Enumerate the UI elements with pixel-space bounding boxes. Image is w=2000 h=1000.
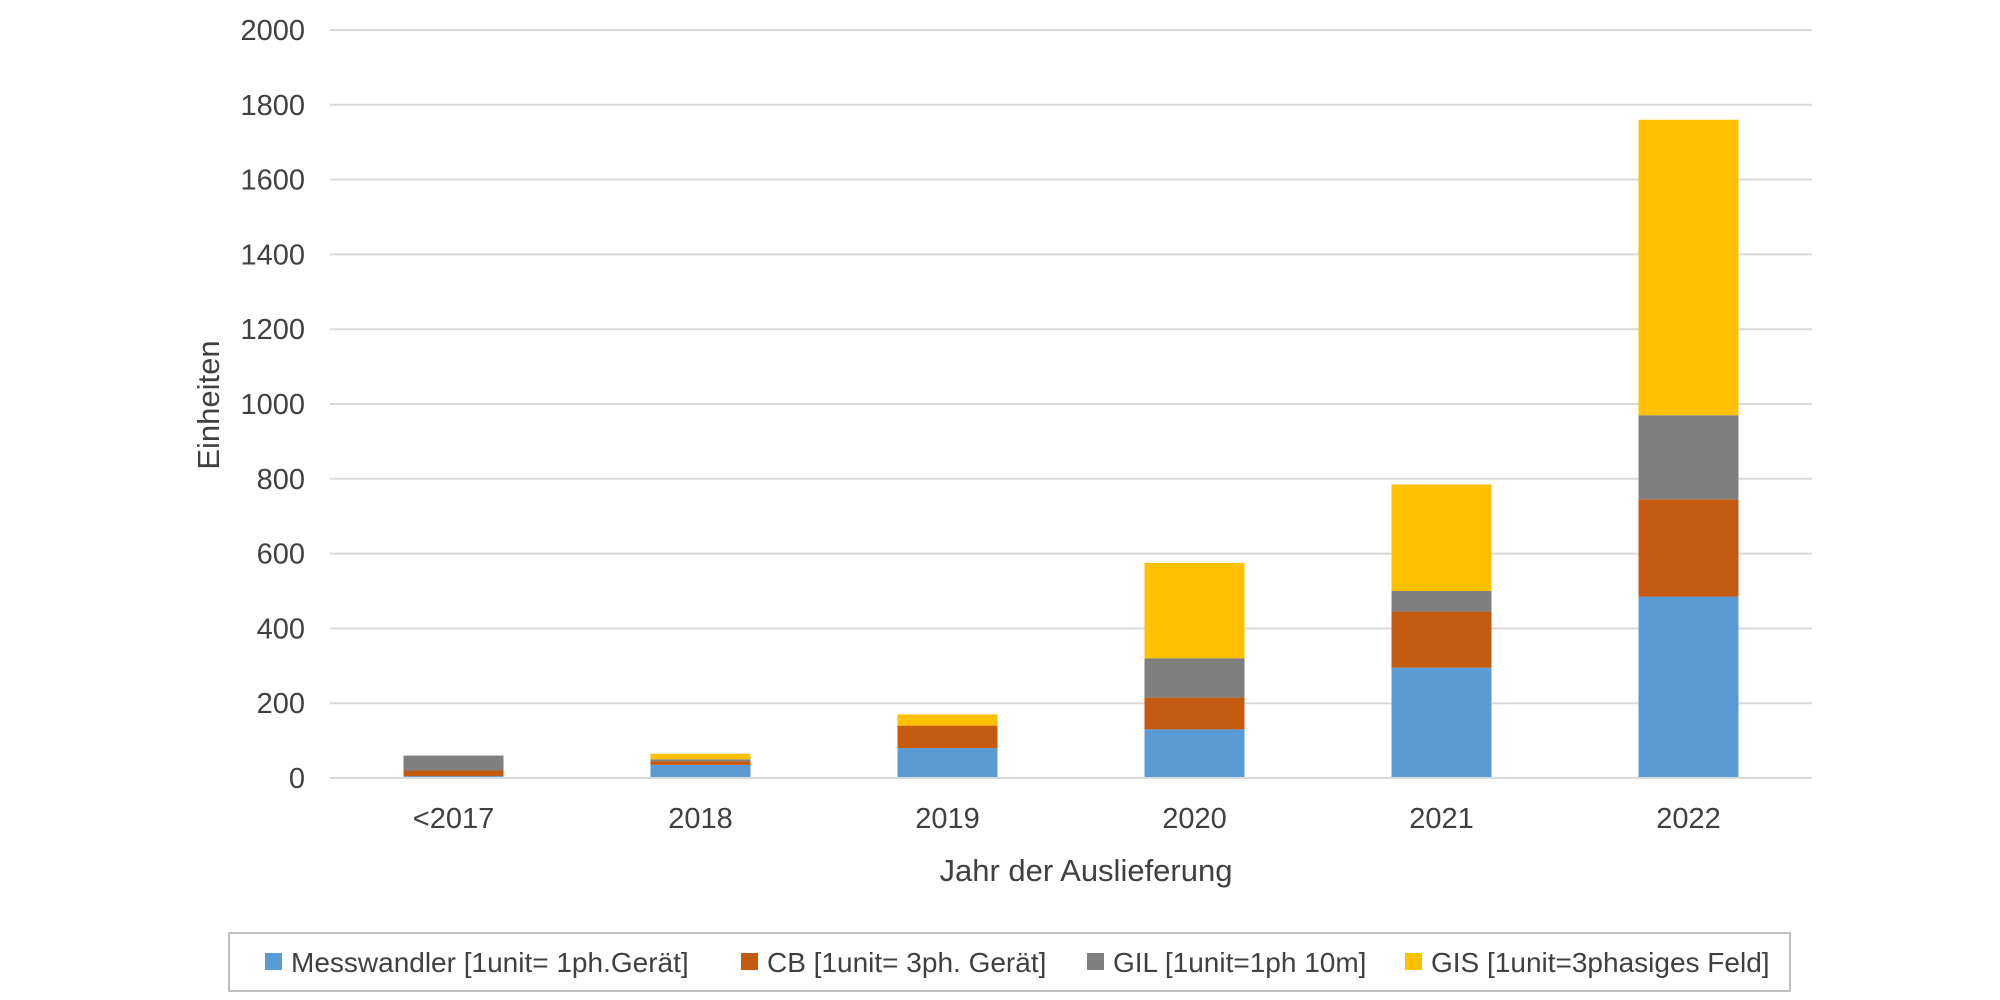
bar-segment — [650, 759, 751, 762]
bar-segment — [897, 714, 998, 726]
bars — [403, 119, 1739, 778]
bar-segment — [1638, 415, 1739, 500]
y-tick-label: 1000 — [240, 389, 305, 421]
bar-segment — [1638, 596, 1739, 778]
y-tick-label: 1400 — [240, 239, 305, 271]
legend-label: GIL [1unit=1ph 10m] — [1113, 947, 1366, 978]
bar-segment — [897, 725, 998, 749]
x-tick-label: 2019 — [915, 803, 980, 835]
bar-segment — [650, 764, 751, 778]
y-tick-label: 200 — [257, 688, 305, 720]
x-tick-label: 2020 — [1162, 803, 1227, 835]
bar-segment — [403, 770, 504, 777]
y-tick-label: 400 — [257, 613, 305, 645]
x-tick-label: 2022 — [1656, 803, 1721, 835]
bar-segment — [403, 755, 504, 771]
bar-segment — [1144, 562, 1245, 659]
bar-segment — [1391, 484, 1492, 591]
bar-segment — [650, 761, 751, 765]
bar-segment — [1144, 729, 1245, 778]
y-tick-label: 1200 — [240, 314, 305, 346]
bar-segment — [1391, 611, 1492, 668]
y-tick-label: 0 — [289, 763, 305, 795]
legend-swatch — [265, 953, 282, 970]
y-axis-ticks: 0 200 400 600 800 1000 1200 1400 1600 1800 2000 — [240, 15, 305, 795]
bar-segment — [1144, 658, 1245, 698]
gridlines — [330, 29, 1812, 705]
y-tick-label: 800 — [257, 464, 305, 496]
x-axis-ticks: <2017 2018 2019 2020 2021 2022 — [413, 803, 1721, 835]
legend: Messwandler [1unit= 1ph.Gerät] CB [1unit=… — [228, 932, 1791, 992]
x-tick-label: <2017 — [413, 803, 494, 835]
y-tick-label: 600 — [257, 539, 305, 571]
legend-label: CB [1unit= 3ph. Gerät] — [767, 947, 1046, 978]
legend-swatch — [1087, 953, 1104, 970]
bar-segment — [1391, 591, 1492, 612]
bar-segment — [897, 748, 998, 778]
bar-segment — [1638, 119, 1739, 416]
x-tick-label: 2021 — [1409, 803, 1474, 835]
y-tick-label: 1800 — [240, 90, 305, 122]
x-tick-label: 2018 — [668, 803, 733, 835]
legend-label: GIS [1unit=3phasiges Feld] — [1431, 947, 1770, 978]
x-axis-title: Jahr der Auslieferung — [940, 853, 1233, 888]
bar-segment — [1638, 499, 1739, 597]
bar-segment — [650, 753, 751, 760]
legend-frame — [228, 932, 1791, 992]
legend-swatch — [1405, 953, 1422, 970]
y-tick-label: 1600 — [240, 165, 305, 197]
legend-label: Messwandler [1unit= 1ph.Gerät] — [291, 947, 689, 978]
y-tick-label: 2000 — [240, 15, 305, 47]
legend-swatch — [741, 953, 758, 970]
bar-segment — [1144, 697, 1245, 730]
y-axis-title: Einheiten — [191, 340, 226, 469]
bar-segment — [1391, 667, 1492, 778]
